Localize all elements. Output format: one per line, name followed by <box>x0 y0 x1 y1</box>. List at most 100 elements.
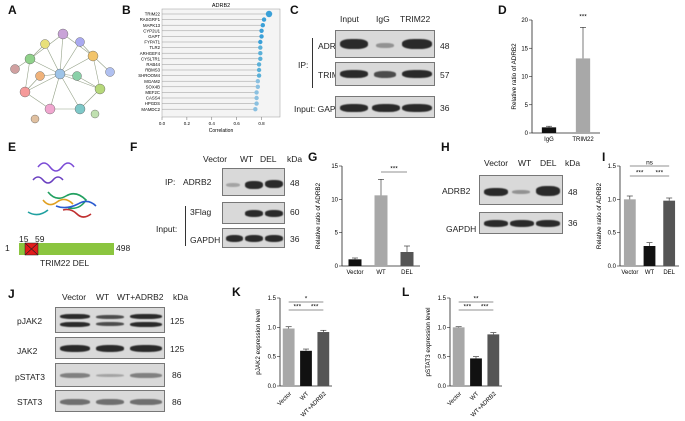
x-tick-label: DEL <box>401 270 413 276</box>
x-tick-label: IgG <box>544 137 554 143</box>
lollipop-gene-label: CYSLTR1 <box>141 56 161 61</box>
y-tick-label: 1.0 <box>268 325 277 331</box>
x-tick-label: WT <box>376 270 386 276</box>
lollipop-point <box>259 34 264 39</box>
lollipop-xlabel: Correlation <box>209 128 234 134</box>
c-header-igg: IgG <box>376 14 390 24</box>
lollipop-gene-label: FYPAT1 <box>144 40 160 45</box>
x-tick-label: Vector <box>346 270 363 276</box>
x-tick-label: TRIM22 <box>572 137 594 143</box>
lollipop-gene-label: RASGRF1 <box>140 17 161 22</box>
c-row-adrb2: ADRB2 <box>318 41 347 51</box>
lollipop-point <box>265 10 273 18</box>
panel-label-d: D <box>498 3 507 17</box>
c-row-trim22: TRIM22 <box>318 70 349 80</box>
lollipop-title: ADRB2 <box>212 3 230 9</box>
significance-label: *** <box>579 14 587 21</box>
y-tick-label: 20 <box>521 18 528 24</box>
x-tick-label: Vector <box>447 391 463 407</box>
significance-label: *** <box>464 304 472 311</box>
j-header-wt-adrb2: WT+ADRB2 <box>117 292 164 302</box>
j-row-pjak2: pJAK2 <box>17 316 43 326</box>
panel-label-i: I <box>602 150 606 164</box>
bar <box>300 350 312 386</box>
lollipop-point <box>256 67 262 73</box>
lollipop-point <box>261 17 267 22</box>
lollipop-gene-label: SOX4B <box>146 84 160 89</box>
panel-label-e: E <box>8 140 17 154</box>
significance-label: *** <box>656 170 664 177</box>
lollipop-point <box>256 73 262 78</box>
lollipop-point <box>255 79 261 84</box>
construct-bar <box>19 243 114 255</box>
f-header-del: DEL <box>260 154 277 164</box>
lollipop-gene-label: SHROOM4 <box>138 73 160 78</box>
panel-label-j: J <box>8 287 15 301</box>
lollipop-point <box>258 39 263 45</box>
f-blot-3flag <box>222 202 285 224</box>
y-tick-label: 0 <box>525 131 529 137</box>
bar <box>575 58 591 133</box>
c-ip-label: IP: <box>298 60 309 70</box>
x-tick-label: Vector <box>621 270 638 276</box>
bar <box>623 199 636 266</box>
f-blot-gapdh <box>222 228 285 248</box>
x-tick-label: WT <box>300 391 311 402</box>
lollipop-gene-label: MGAM2 <box>144 79 160 84</box>
panel-label-a: A <box>8 3 17 17</box>
lollipop-point <box>255 84 261 90</box>
panel-label-h: H <box>441 140 450 154</box>
pos-15-label: 15 <box>19 234 29 244</box>
bar <box>317 332 330 386</box>
h-kda-48: 48 <box>568 187 578 197</box>
bar-chart-d: Relative ratio of ADRB2 0 5 10 15 20 IgG TRIM22… <box>511 14 600 143</box>
lollipop-gene-label: ARHGEF4 <box>140 51 161 56</box>
bar-chart-i: Relative ratio of ADRB2 0.0 0.5 1.0 1.5 Vecto… <box>596 160 679 276</box>
j-blot-pstat3 <box>55 363 165 387</box>
pos-498: 498 <box>116 243 131 253</box>
c-kda-36: 36 <box>440 103 450 113</box>
lollipop-point <box>260 23 265 28</box>
c-header-trim22: TRIM22 <box>400 14 431 24</box>
j-kda-pstat3: 86 <box>172 370 182 380</box>
y-axis-label: pJAK2 expression level <box>255 309 262 374</box>
bar <box>348 259 362 266</box>
y-tick-label: 10 <box>331 197 338 203</box>
y-tick-label: 15 <box>331 164 338 170</box>
j-kda-jak2: 125 <box>170 344 185 354</box>
f-header-kda: kDa <box>287 154 303 164</box>
h-row-gapdh: GAPDH <box>446 224 477 234</box>
y-tick-label: 0 <box>335 264 339 270</box>
j-blot-jak2 <box>55 337 165 359</box>
x-tick-label: Vector <box>277 391 293 407</box>
y-tick-label: 15 <box>521 46 528 52</box>
f-row-adrb2: ADRB2 <box>183 177 212 187</box>
c-header-input: Input <box>340 14 359 24</box>
lollipop-point <box>258 45 263 50</box>
x-tick-label: WT <box>470 391 481 402</box>
y-axis-label: Relative ratio of ADRB2 <box>511 43 518 110</box>
construct-name: TRIM22 DEL <box>40 258 90 268</box>
lollipop-point <box>258 56 263 61</box>
panel-label-b: B <box>122 3 131 17</box>
lollipop-point <box>254 90 259 95</box>
significance-label: ns <box>646 160 654 167</box>
h-blot-gapdh <box>479 212 563 234</box>
y-tick-label: 0.5 <box>608 231 617 237</box>
c-blot-gapdh <box>335 96 435 118</box>
c-blot-trim22 <box>335 62 435 86</box>
h-header-kda: kDa <box>565 158 581 168</box>
f-input-label: Input: <box>156 224 178 234</box>
significance-label: *** <box>294 304 302 311</box>
significance-label: *** <box>481 304 489 311</box>
y-tick-label: 0.0 <box>608 264 617 270</box>
c-kda-57: 57 <box>440 70 450 80</box>
lollipop-point <box>256 62 262 67</box>
y-axis-label: Relative ratio of ADRB2 <box>315 182 322 249</box>
correlation-lollipop-chart: ADRB2 TRIM22RASGRF1MAPK13CYP2U1GAPTFYPAT… <box>138 3 281 134</box>
x-tick-label: WT <box>645 270 655 276</box>
panel-label-k: K <box>232 285 241 299</box>
bar <box>643 246 656 266</box>
lollipop-gene-label: CYP2U1 <box>143 28 160 33</box>
bar <box>663 200 676 266</box>
